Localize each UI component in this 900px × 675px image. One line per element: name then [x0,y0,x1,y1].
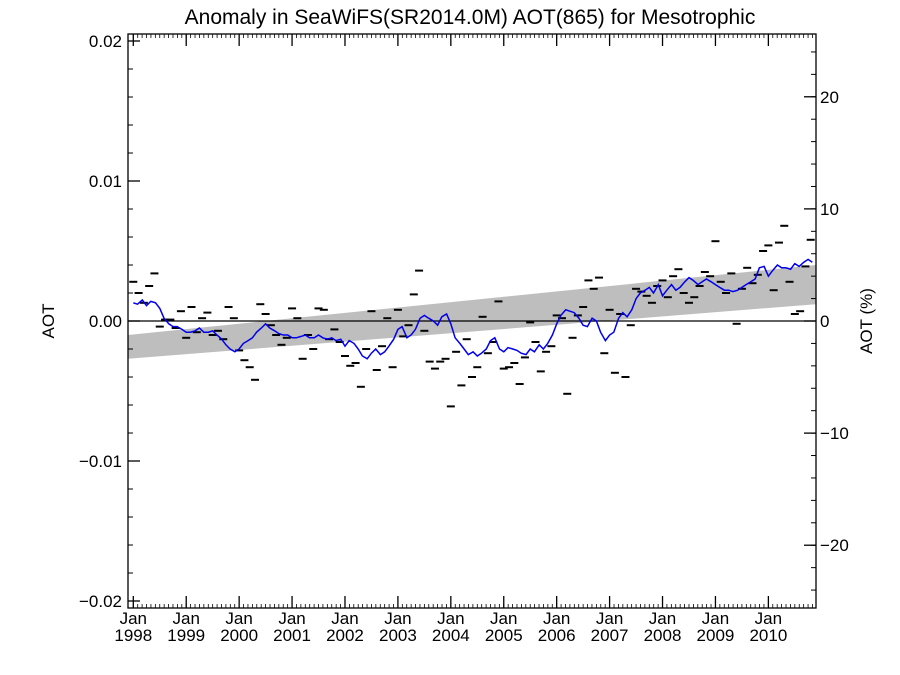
y2-tick-label: −20 [820,536,849,555]
x-tick-label-month: Jan [120,609,147,628]
x-tick-label-year: 2005 [485,626,523,645]
x-tick-label-month: Jan [384,609,411,628]
x-tick-label-year: 2002 [326,626,364,645]
x-tick-label-year: 2007 [591,626,629,645]
running-mean-line [133,258,813,360]
x-tick-label-year: 2000 [220,626,258,645]
trend-band [128,265,816,359]
x-tick-label-year: 1999 [167,626,205,645]
x-tick-label-year: 2001 [273,626,311,645]
y-tick-label: 0.00 [89,312,122,331]
chart-title: Anomaly in SeaWiFS(SR2014.0M) AOT(865) f… [185,6,756,29]
x-tick-label-month: Jan [702,609,729,628]
x-tick-label-month: Jan [490,609,517,628]
y2-tick-label: −10 [820,424,849,443]
y-tick-label: −0.01 [79,452,122,471]
x-tick-label-month: Jan [173,609,200,628]
x-tick-label-year: 1998 [114,626,152,645]
y2-tick-label: 10 [820,200,839,219]
x-tick-label-month: Jan [437,609,464,628]
x-tick-label-year: 2010 [749,626,787,645]
x-tick-label-year: 2006 [538,626,576,645]
x-tick-label-year: 2004 [432,626,470,645]
y-tick-label: 0.01 [89,172,122,191]
x-tick-label-month: Jan [755,609,782,628]
x-tick-label-year: 2003 [379,626,417,645]
y2-axis-label: AOT (%) [857,288,876,354]
x-tick-label-year: 2009 [697,626,735,645]
x-tick-label-month: Jan [649,609,676,628]
x-tick-label-month: Jan [278,609,305,628]
x-tick-label-month: Jan [596,609,623,628]
y2-tick-label: 20 [820,88,839,107]
x-tick-label-month: Jan [331,609,358,628]
y-axis-label: AOT [39,304,58,339]
x-tick-label-month: Jan [225,609,252,628]
y-tick-label: 0.02 [89,32,122,51]
y2-tick-label: 0 [820,312,829,331]
x-tick-label-year: 2008 [644,626,682,645]
y-tick-label: −0.02 [79,592,122,611]
x-tick-label-month: Jan [543,609,570,628]
